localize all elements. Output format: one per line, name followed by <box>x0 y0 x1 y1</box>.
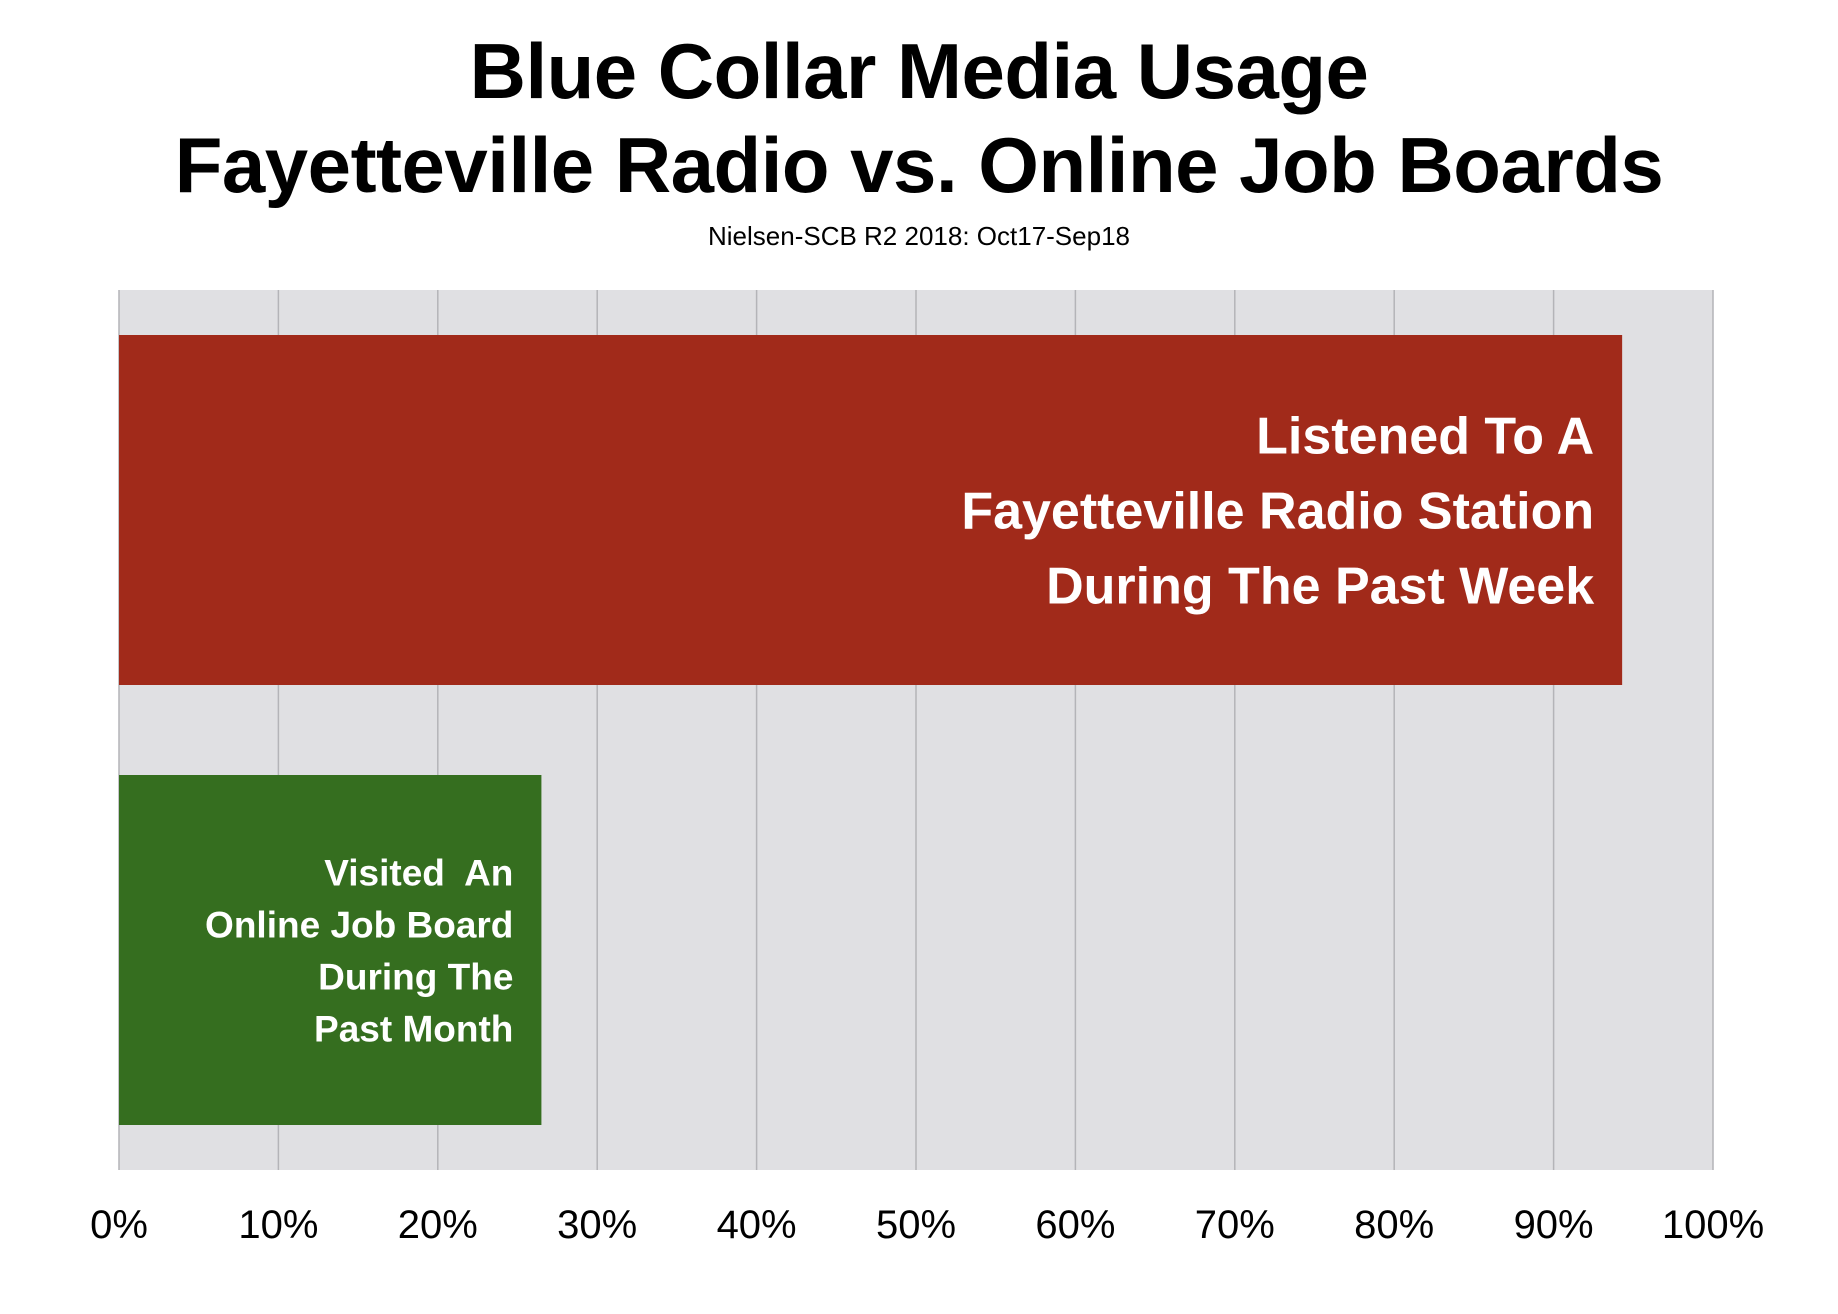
x-tick-label: 0% <box>90 1203 148 1247</box>
x-tick-label: 90% <box>1514 1203 1594 1247</box>
x-tick-label: 10% <box>238 1203 318 1247</box>
chart-title-line-2: Fayetteville Radio vs. Online Job Boards <box>174 121 1664 209</box>
x-tick-label: 100% <box>1662 1203 1764 1247</box>
bar-label-line: Visited An <box>324 852 513 893</box>
bar-label-line: Past Month <box>314 1008 513 1049</box>
bar-label-line: During The <box>318 956 513 997</box>
bar-label-line: Online Job Board <box>205 904 513 945</box>
bar-label-line: During The Past Week <box>1046 558 1594 616</box>
chart-header: Blue Collar Media Usage Fayetteville Rad… <box>0 24 1838 254</box>
bar <box>119 335 1623 685</box>
x-tick-label: 20% <box>398 1203 478 1247</box>
x-tick-label: 50% <box>876 1203 956 1247</box>
x-tick-label: 60% <box>1035 1203 1115 1247</box>
x-tick-label: 70% <box>1195 1203 1275 1247</box>
x-tick-label: 30% <box>557 1203 637 1247</box>
chart-title-line-1: Blue Collar Media Usage <box>469 27 1369 115</box>
bar-label-line: Listened To A <box>1256 408 1594 466</box>
chart-subtitle: Nielsen-SCB R2 2018: Oct17-Sep18 <box>707 221 1130 251</box>
bar <box>119 775 542 1125</box>
x-tick-label: 80% <box>1354 1203 1434 1247</box>
bar-label-line: Fayetteville Radio Station <box>961 483 1594 541</box>
x-tick-label: 40% <box>717 1203 797 1247</box>
